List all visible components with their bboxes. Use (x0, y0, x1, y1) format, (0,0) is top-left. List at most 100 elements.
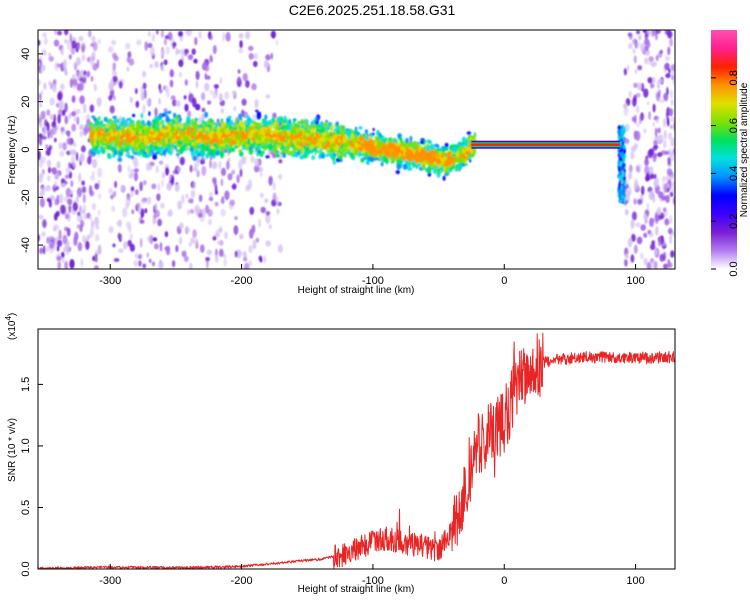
heatmap-cell (190, 237, 195, 245)
heatmap-cell (209, 159, 212, 169)
heatmap-cell (239, 168, 243, 178)
heatmap-cell (152, 154, 158, 160)
heatmap-cell (643, 128, 647, 134)
heatmap-cell (46, 109, 51, 116)
heatmap-cell (663, 129, 667, 140)
heatmap-cell (206, 259, 209, 269)
heatmap-cell (194, 117, 199, 122)
heatmap-cell (417, 163, 422, 167)
heatmap-cell (153, 128, 159, 133)
heatmap-cell (224, 145, 228, 150)
heatmap-cell (205, 257, 210, 262)
heatmap-cell (191, 48, 196, 55)
heatmap-cell (40, 89, 44, 96)
heatmap-cell (100, 120, 104, 125)
heatmap-cell (202, 208, 206, 218)
heatmap-cell (167, 210, 171, 217)
heatmap-cell (94, 216, 100, 227)
heatmap-cell (133, 260, 138, 267)
heatmap-cell (117, 232, 122, 239)
heatmap-cell (220, 108, 225, 114)
heatmap-cell (41, 231, 46, 237)
heatmap-cell (39, 247, 44, 254)
heatmap-cell (46, 236, 50, 244)
heatmap-cell (113, 143, 117, 147)
heatmap-cell (79, 69, 85, 80)
heatmap-cell (261, 150, 265, 154)
heatmap-cell (245, 31, 251, 40)
heatmap-cell (245, 132, 249, 136)
heatmap-cell (667, 227, 673, 235)
heatmap-cell (664, 55, 671, 62)
heatmap-cell (137, 143, 141, 149)
heatmap-cell (215, 229, 221, 236)
heatmap-cell (181, 194, 185, 204)
heatmap-cell (138, 260, 142, 267)
heatmap-cell (149, 234, 154, 245)
heatmap-cell (647, 30, 651, 36)
heatmap-cell (38, 121, 43, 128)
heatmap-cell (168, 173, 172, 182)
heatmap-cell (665, 175, 670, 182)
heatmap-cell (181, 250, 187, 258)
heatmap-cell (215, 254, 219, 263)
heatmap-cell (154, 107, 158, 118)
heatmap-cell (47, 175, 51, 182)
heatmap-cell (96, 97, 102, 107)
heatmap-cell (175, 47, 178, 56)
heatmap-cell (209, 34, 213, 41)
heatmap-cell (114, 180, 118, 189)
heatmap-cell (272, 181, 276, 191)
heatmap-cell (67, 198, 73, 205)
heatmap-cell (353, 130, 358, 135)
heatmap-cell (628, 42, 633, 50)
heatmap-cell (172, 41, 177, 47)
heatmap-cell (633, 55, 637, 64)
heatmap-cell (149, 63, 153, 69)
heatmap-cell (154, 203, 158, 211)
heatmap-cell (49, 97, 55, 106)
heatmap-cell (154, 243, 159, 250)
heatmap-cell (628, 90, 632, 98)
heatmap-cell (285, 149, 290, 156)
heatmap-cell (288, 119, 292, 124)
heatmap-cell (214, 135, 219, 140)
heatmap-cell (99, 146, 103, 152)
heatmap-cell (642, 30, 647, 33)
heatmap-cell (446, 166, 449, 173)
heatmap-cell (265, 155, 270, 159)
heatmap-cell (660, 49, 663, 54)
heatmap-cell (190, 127, 195, 132)
heatmap-cell (195, 103, 201, 111)
heatmap-cell (212, 161, 218, 170)
heatmap-cell (146, 99, 151, 106)
heatmap-cell (259, 172, 263, 177)
heatmap-cell (643, 258, 648, 266)
heatmap-cell (389, 144, 394, 150)
heatmap-cell (648, 191, 654, 201)
heatmap-cell (335, 138, 339, 145)
heatmap-cell (252, 140, 256, 146)
heatmap-cell (647, 77, 653, 84)
heatmap-cell (395, 169, 400, 175)
heatmap-cell (238, 33, 244, 39)
heatmap-cell (233, 106, 237, 112)
heatmap-cell (663, 92, 669, 102)
heatmap-cell (276, 144, 281, 149)
heatmap-cell (63, 59, 67, 70)
heatmap-cell (413, 146, 416, 151)
heatmap-cell (425, 167, 429, 173)
heatmap-cell (128, 173, 134, 179)
heatmap-cell (302, 134, 307, 140)
heatmap-cell (201, 165, 207, 176)
heatmap-cell (122, 116, 126, 123)
heatmap-cell (220, 153, 224, 159)
heatmap-cell (658, 191, 664, 199)
heatmap-cell (245, 184, 251, 190)
heatmap-cell (127, 239, 132, 247)
heatmap-cell (134, 88, 138, 95)
heatmap-cell (126, 66, 130, 72)
heatmap-cell (53, 224, 59, 231)
heatmap-cell (219, 148, 224, 152)
heatmap-cell (151, 123, 156, 130)
